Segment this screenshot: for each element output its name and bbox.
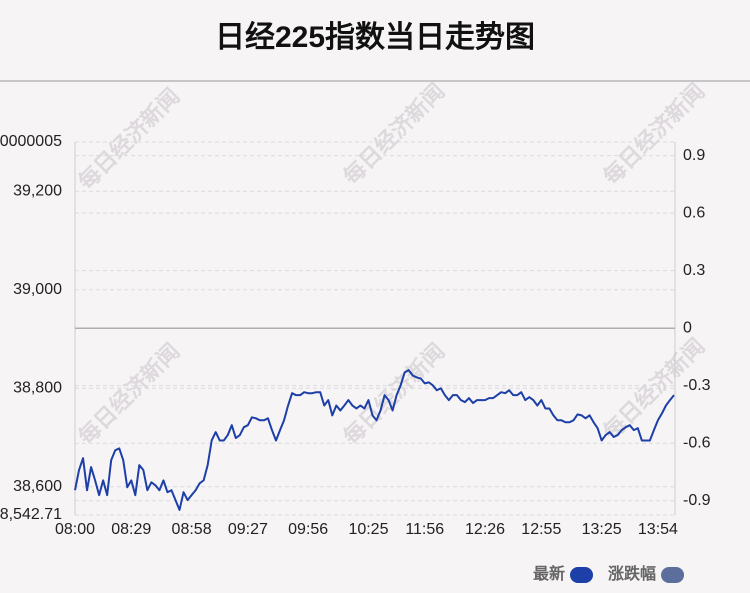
- x-tick-label: 08:29: [111, 521, 151, 538]
- y-tick-label: 38,800: [13, 379, 62, 396]
- x-tick-label: 08:00: [55, 521, 95, 538]
- y2-tick-label: 0: [683, 319, 692, 336]
- x-tick-label: 11:56: [405, 521, 444, 538]
- x-tick-label: 13:54: [638, 521, 678, 538]
- y2-tick-label: 0.6: [683, 204, 705, 221]
- y-tick-label: 39,300.0000005: [0, 133, 62, 150]
- y-tick-label: 38,542.71: [0, 506, 62, 523]
- legend-swatch: [661, 567, 685, 583]
- x-tick-label: 10:25: [348, 521, 388, 538]
- y2-tick-label: 0.3: [683, 262, 705, 279]
- chart-title: 日经225指数当日走势图: [215, 20, 535, 54]
- y2-tick-label: -0.9: [683, 492, 711, 509]
- x-tick-label: 09:56: [288, 521, 328, 538]
- x-tick-label: 12:26: [465, 521, 505, 538]
- y-tick-label: 38,600: [13, 478, 62, 495]
- x-tick-label: 08:58: [172, 521, 212, 538]
- price-line: [74, 369, 675, 511]
- y-tick-label: 39,000: [13, 281, 62, 298]
- y-tick-label: 39,200: [13, 182, 62, 199]
- y2-tick-label: -0.3: [683, 377, 711, 394]
- y2-tick-label: -0.6: [683, 434, 711, 451]
- legend-label: 最新: [533, 564, 565, 583]
- legend-swatch: [570, 567, 594, 583]
- x-tick-label: 13:25: [582, 521, 622, 538]
- legend-label: 涨跌幅: [608, 564, 656, 583]
- x-tick-label: 12:55: [521, 521, 561, 538]
- y2-tick-label: 0.9: [683, 147, 705, 164]
- x-tick-label: 09:27: [228, 521, 268, 538]
